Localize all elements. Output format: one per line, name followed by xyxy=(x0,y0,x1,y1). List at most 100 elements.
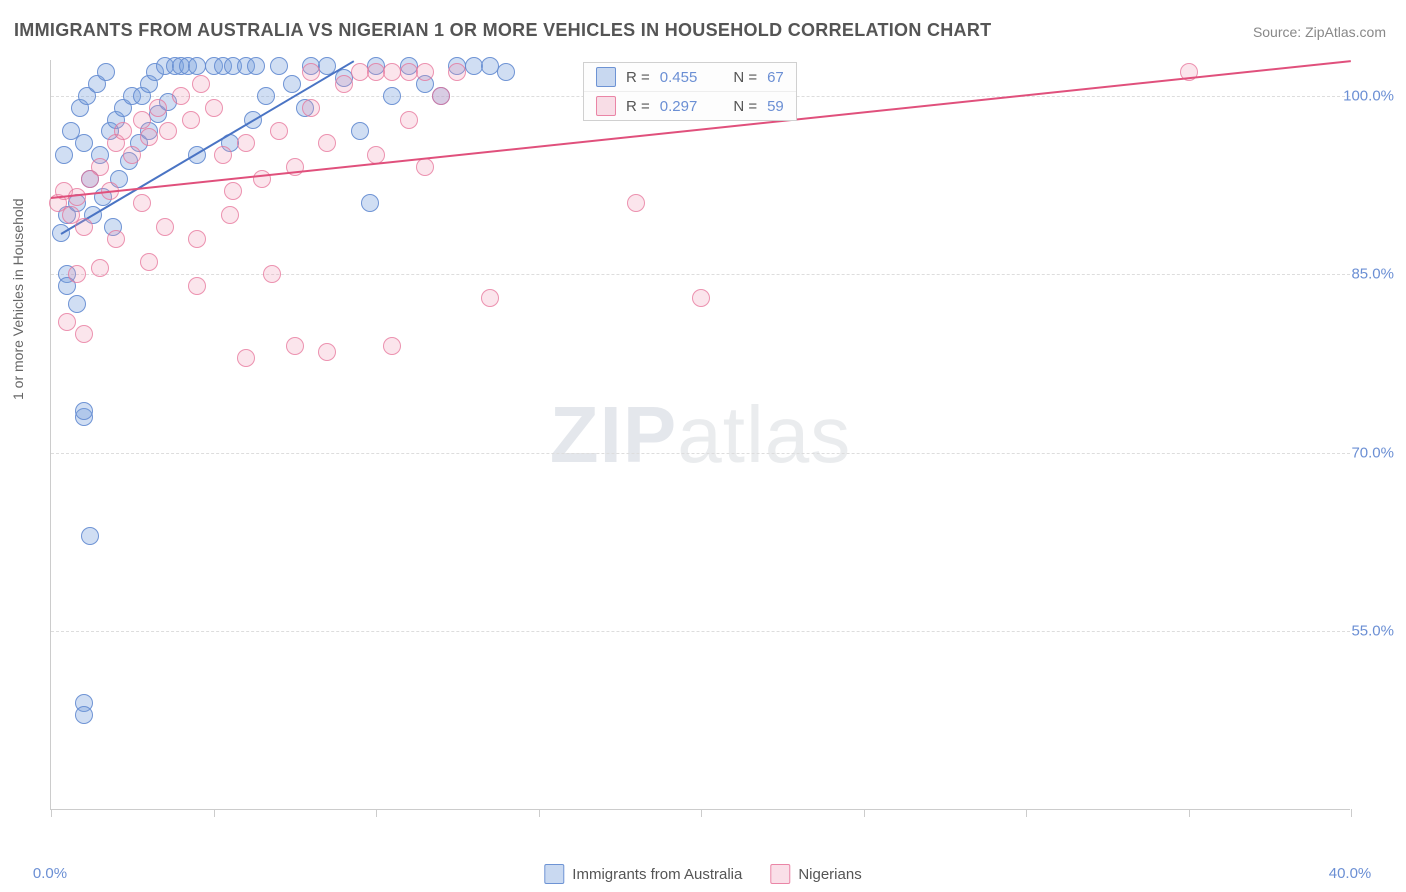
swatch-icon xyxy=(596,67,616,87)
y-axis-label: 1 or more Vehicles in Household xyxy=(10,198,26,400)
data-point xyxy=(416,63,434,81)
data-point xyxy=(97,63,115,81)
data-point xyxy=(192,75,210,93)
gridline xyxy=(51,274,1350,275)
data-point xyxy=(75,218,93,236)
data-point xyxy=(270,57,288,75)
watermark-bold: ZIP xyxy=(550,390,677,479)
r-label: R = xyxy=(626,98,650,115)
data-point xyxy=(432,87,450,105)
gridline xyxy=(51,453,1350,454)
data-point xyxy=(91,158,109,176)
gridline xyxy=(51,631,1350,632)
swatch-blue-icon xyxy=(544,864,564,884)
data-point xyxy=(149,99,167,117)
n-label: N = xyxy=(733,69,757,86)
x-tick xyxy=(864,809,865,817)
data-point xyxy=(283,75,301,93)
data-point xyxy=(140,253,158,271)
data-point xyxy=(257,87,275,105)
data-point xyxy=(383,337,401,355)
data-point xyxy=(159,122,177,140)
data-point xyxy=(68,265,86,283)
data-point xyxy=(400,111,418,129)
legend-item-australia: Immigrants from Australia xyxy=(544,864,742,884)
data-point xyxy=(247,57,265,75)
n-value: 59 xyxy=(767,98,784,115)
stats-row: R = 0.297 N = 59 xyxy=(584,92,796,120)
scatter-plot-area: ZIPatlas xyxy=(50,60,1350,810)
r-value: 0.455 xyxy=(660,69,698,86)
data-point xyxy=(81,527,99,545)
data-point xyxy=(188,277,206,295)
data-point xyxy=(62,122,80,140)
watermark-light: atlas xyxy=(677,390,851,479)
data-point xyxy=(68,295,86,313)
y-tick-label: 85.0% xyxy=(1351,266,1394,283)
x-tick xyxy=(376,809,377,817)
data-point xyxy=(221,206,239,224)
x-tick xyxy=(214,809,215,817)
data-point xyxy=(182,111,200,129)
data-point xyxy=(253,170,271,188)
data-point xyxy=(318,134,336,152)
r-label: R = xyxy=(626,69,650,86)
chart-title: IMMIGRANTS FROM AUSTRALIA VS NIGERIAN 1 … xyxy=(14,20,991,41)
legend-label: Nigerians xyxy=(798,866,861,883)
data-point xyxy=(270,122,288,140)
data-point xyxy=(237,134,255,152)
legend-label: Immigrants from Australia xyxy=(572,866,742,883)
data-point xyxy=(58,313,76,331)
data-point xyxy=(302,63,320,81)
swatch-icon xyxy=(596,96,616,116)
n-label: N = xyxy=(733,98,757,115)
data-point xyxy=(302,99,320,117)
data-point xyxy=(55,146,73,164)
x-tick xyxy=(1026,809,1027,817)
data-point xyxy=(188,230,206,248)
r-value: 0.297 xyxy=(660,98,698,115)
data-point xyxy=(237,349,255,367)
data-point xyxy=(123,146,141,164)
data-point xyxy=(107,230,125,248)
source-prefix: Source: xyxy=(1253,24,1305,40)
data-point xyxy=(205,99,223,117)
n-value: 67 xyxy=(767,69,784,86)
x-tick xyxy=(701,809,702,817)
data-point xyxy=(75,325,93,343)
x-tick-label: 40.0% xyxy=(1329,865,1372,882)
data-point xyxy=(133,111,151,129)
data-point xyxy=(75,402,93,420)
x-tick-label: 0.0% xyxy=(33,865,67,882)
data-point xyxy=(140,128,158,146)
data-point xyxy=(351,122,369,140)
source-attribution: Source: ZipAtlas.com xyxy=(1253,24,1386,40)
x-tick xyxy=(51,809,52,817)
stats-legend: R = 0.455 N = 67 R = 0.297 N = 59 xyxy=(583,62,797,121)
swatch-pink-icon xyxy=(770,864,790,884)
data-point xyxy=(448,63,466,81)
data-point xyxy=(156,218,174,236)
data-point xyxy=(383,87,401,105)
source-name: ZipAtlas.com xyxy=(1305,24,1386,40)
data-point xyxy=(172,87,190,105)
x-tick xyxy=(1351,809,1352,817)
data-point xyxy=(91,259,109,277)
bottom-legend: Immigrants from Australia Nigerians xyxy=(544,864,861,884)
y-tick-label: 70.0% xyxy=(1351,444,1394,461)
data-point xyxy=(335,75,353,93)
x-tick xyxy=(539,809,540,817)
data-point xyxy=(224,182,242,200)
data-point xyxy=(481,289,499,307)
stats-row: R = 0.455 N = 67 xyxy=(584,63,796,92)
data-point xyxy=(114,122,132,140)
data-point xyxy=(75,706,93,724)
data-point xyxy=(627,194,645,212)
data-point xyxy=(214,146,232,164)
y-tick-label: 55.0% xyxy=(1351,623,1394,640)
data-point xyxy=(263,265,281,283)
data-point xyxy=(497,63,515,81)
x-tick xyxy=(1189,809,1190,817)
data-point xyxy=(416,158,434,176)
watermark: ZIPatlas xyxy=(550,389,851,481)
